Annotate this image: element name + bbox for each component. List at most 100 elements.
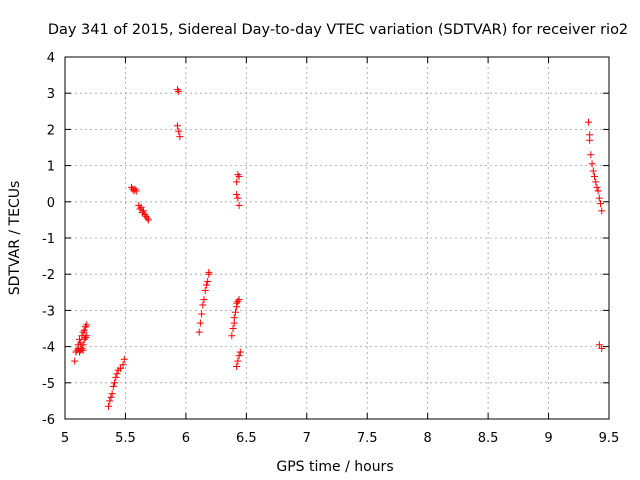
data-point xyxy=(140,207,148,215)
data-point xyxy=(111,379,119,387)
data-point xyxy=(598,344,606,352)
data-point xyxy=(590,172,598,180)
data-point xyxy=(107,393,115,401)
data-point xyxy=(588,160,596,168)
data-point xyxy=(199,301,207,309)
data-point xyxy=(200,296,208,304)
y-tick-label: 2 xyxy=(47,123,55,138)
data-point xyxy=(136,205,144,213)
x-tick-label: 7.5 xyxy=(357,431,378,446)
data-point xyxy=(132,187,140,195)
y-axis-label: SDTVAR / TECUs xyxy=(7,181,23,296)
x-tick-label: 6.5 xyxy=(236,431,257,446)
x-tick-label: 5 xyxy=(61,431,69,446)
grid-lines xyxy=(65,57,609,419)
data-point xyxy=(228,332,236,340)
x-tick-label: 8.5 xyxy=(478,431,499,446)
data-point xyxy=(234,194,242,202)
y-tick-label: -6 xyxy=(42,413,55,428)
y-tick-label: -2 xyxy=(42,268,55,283)
data-point xyxy=(176,133,184,141)
data-point xyxy=(231,308,239,316)
data-point xyxy=(141,210,149,218)
data-point xyxy=(108,390,116,398)
y-tick-label: -3 xyxy=(42,304,55,319)
data-point xyxy=(80,335,88,343)
y-tick-label: -4 xyxy=(42,341,55,356)
x-tick-label: 9 xyxy=(544,431,552,446)
data-point xyxy=(586,136,594,144)
data-point xyxy=(106,397,114,405)
data-point xyxy=(119,361,127,369)
y-tick-label: -5 xyxy=(42,377,55,392)
data-point xyxy=(205,268,213,276)
data-point xyxy=(233,363,241,371)
data-point xyxy=(78,344,86,352)
data-point xyxy=(230,314,238,322)
data-point xyxy=(144,216,152,224)
y-tick-label: 1 xyxy=(47,160,55,175)
x-tick-label: 8 xyxy=(424,431,432,446)
data-point xyxy=(595,194,603,202)
data-point xyxy=(235,352,243,360)
data-point xyxy=(131,185,139,193)
data-point xyxy=(175,127,183,135)
data-point xyxy=(82,334,90,342)
x-axis: 5 5.5 6 6.5 7 7.5 8 8.5 9 9.5 xyxy=(61,57,619,446)
data-point xyxy=(120,355,128,363)
data-point xyxy=(173,86,181,94)
data-point xyxy=(235,296,243,304)
data-point xyxy=(175,87,183,95)
data-point xyxy=(594,187,602,195)
data-point xyxy=(584,118,592,126)
data-point xyxy=(80,326,88,334)
data-point xyxy=(235,201,243,209)
data-point xyxy=(593,183,601,191)
data-point xyxy=(79,328,87,336)
data-point xyxy=(117,364,125,372)
y-tick-label: 4 xyxy=(47,51,55,66)
data-point xyxy=(234,357,242,365)
data-point xyxy=(113,370,121,378)
data-point xyxy=(195,328,203,336)
data-point xyxy=(589,167,597,175)
x-tick-label: 5.5 xyxy=(115,431,136,446)
data-point xyxy=(235,172,243,180)
data-point xyxy=(173,122,181,130)
data-point xyxy=(82,323,90,331)
x-tick-label: 9.5 xyxy=(599,431,620,446)
data-point xyxy=(196,319,204,327)
data-point xyxy=(79,346,87,354)
data-point xyxy=(234,297,242,305)
data-point xyxy=(143,214,151,222)
data-point xyxy=(236,348,244,356)
data-point xyxy=(76,348,84,356)
data-point xyxy=(204,277,212,285)
data-point xyxy=(587,151,595,159)
data-point xyxy=(229,325,237,332)
data-point xyxy=(137,203,145,211)
x-tick-label: 6 xyxy=(182,431,190,446)
data-point xyxy=(202,281,210,289)
data-point xyxy=(201,286,209,294)
data-point xyxy=(112,373,120,381)
data-points xyxy=(71,86,606,410)
y-tick-label: 3 xyxy=(47,87,55,102)
data-point xyxy=(595,341,603,349)
data-point xyxy=(198,310,206,318)
data-point xyxy=(234,171,242,179)
data-point xyxy=(83,332,91,340)
data-point xyxy=(597,200,605,208)
data-point xyxy=(592,178,600,186)
y-tick-label: -1 xyxy=(42,232,55,247)
data-point xyxy=(233,178,241,186)
data-point xyxy=(127,183,135,191)
x-tick-label: 7 xyxy=(303,431,311,446)
data-point xyxy=(233,191,241,199)
y-axis: -6 -5 -4 -3 -2 -1 0 1 2 3 4 xyxy=(42,51,609,428)
chart-title: Day 341 of 2015, Sidereal Day-to-day VTE… xyxy=(48,22,628,38)
data-point xyxy=(142,212,150,220)
data-point xyxy=(233,299,241,307)
